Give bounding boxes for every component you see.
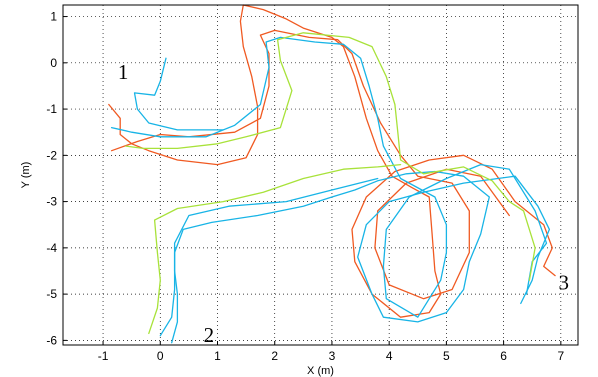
- x-tick-label: 0: [157, 349, 164, 363]
- y-tick-label: 0: [50, 56, 57, 70]
- x-axis-label: X (m): [307, 365, 334, 377]
- y-tick-label: -6: [46, 333, 57, 347]
- y-tick-label: -4: [46, 241, 57, 255]
- y-tick-label: 1: [50, 10, 57, 24]
- x-tick-label: 7: [557, 349, 564, 363]
- x-tick-label: -1: [98, 349, 109, 363]
- y-tick-label: -1: [46, 102, 57, 116]
- trajectory-annotation: 3: [558, 271, 569, 295]
- series-lines: [108, 4, 556, 344]
- plot-frame: [62, 4, 579, 346]
- grid-lines: [63, 5, 578, 345]
- tick-labels: -1 0 1 2 3 4 5 6 7 1 0 -1 -2 -3 -4 -5 -6: [46, 10, 564, 363]
- trajectory-line: [110, 29, 510, 300]
- x-tick-label: 3: [329, 349, 336, 363]
- x-tick-label: 2: [271, 349, 278, 363]
- y-tick-label: -3: [46, 195, 57, 209]
- x-tick-label: 5: [443, 349, 450, 363]
- y-tick-label: -2: [46, 148, 57, 162]
- trajectory-line: [110, 36, 548, 318]
- annotations: 1 2 3: [118, 60, 569, 347]
- trajectory-annotation: 1: [118, 60, 129, 84]
- trajectory-line: [171, 177, 379, 344]
- y-tick-label: -5: [46, 287, 57, 301]
- trajectory-line: [133, 57, 224, 131]
- trajectory-annotation: 2: [204, 323, 215, 347]
- trajectory-line: [108, 4, 556, 318]
- x-tick-label: 4: [386, 349, 393, 363]
- trajectory-line: [159, 170, 551, 337]
- y-axis-label: Y (m): [20, 162, 32, 189]
- x-tick-label: 6: [500, 349, 507, 363]
- x-tick-label: 1: [214, 349, 221, 363]
- trajectory-line: [148, 163, 402, 335]
- trajectory-line: [125, 32, 536, 281]
